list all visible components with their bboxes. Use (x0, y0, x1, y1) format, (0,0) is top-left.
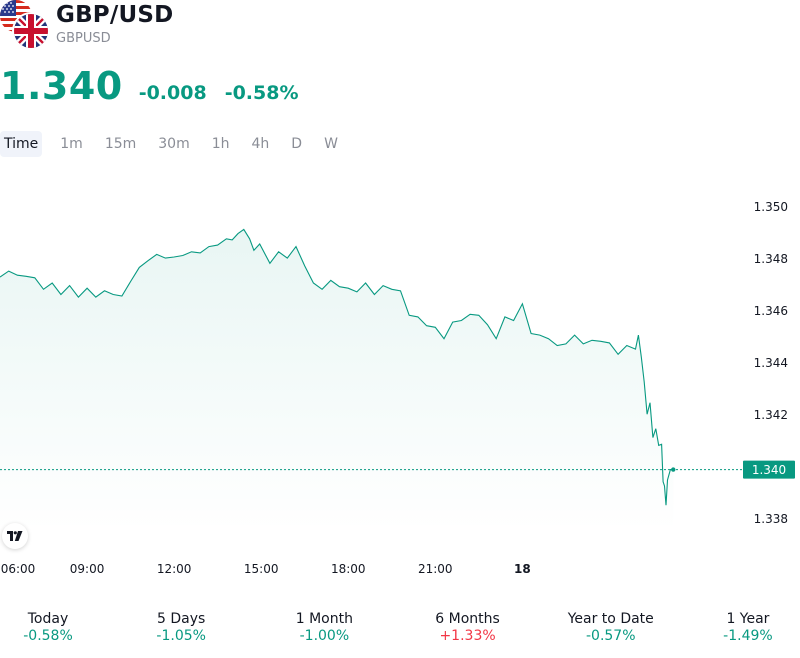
perf-label: 1 Month (295, 611, 353, 627)
timeframe-30m[interactable]: 30m (158, 136, 190, 152)
uk-flag-icon (14, 14, 48, 48)
timeframe-w[interactable]: W (324, 136, 338, 152)
price-area-fill (0, 229, 674, 532)
y-tick-label: 1.342 (754, 408, 788, 422)
x-tick-label: 12:00 (156, 562, 192, 576)
y-tick-label: 1.350 (754, 200, 788, 214)
last-price-label: 1.340 (743, 460, 795, 479)
x-tick-label: 15:00 (243, 562, 279, 576)
x-tick-label: 09:00 (69, 562, 105, 576)
perf-label: Year to Date (567, 611, 654, 627)
y-tick-label: 1.348 (754, 252, 788, 266)
price-change-percent: -0.58% (224, 82, 299, 104)
perf-1-month[interactable]: 1 Month -1.00% (266, 611, 382, 644)
last-price: 1.340 (0, 64, 123, 108)
timeframe-15m[interactable]: 15m (104, 136, 137, 152)
y-tick-label: 1.338 (754, 512, 788, 526)
perf-value: -1.05% (156, 628, 206, 644)
symbol-title: GBP/USD (56, 2, 174, 28)
price-line (0, 228, 674, 506)
perf-value: +1.33% (439, 628, 496, 644)
timeframe-time[interactable]: Time (0, 131, 43, 157)
perf-5-days[interactable]: 5 Days -1.05% (123, 611, 239, 644)
x-tick-label: 18 (513, 562, 531, 576)
timeframe-selector: Time 1m 15m 30m 1h 4h D W (0, 131, 356, 157)
perf-value: -1.49% (723, 628, 773, 644)
performance-bar: Today -0.58% 5 Days -1.05% 1 Month -1.00… (0, 611, 800, 644)
currency-flags (0, 0, 50, 50)
timeframe-d[interactable]: D (291, 136, 303, 152)
last-price-dot (671, 467, 676, 472)
perf-label: 5 Days (157, 611, 206, 627)
quote-row: 1.340 -0.008 -0.58% (0, 64, 299, 108)
perf-value: -0.57% (585, 628, 636, 644)
perf-6-months[interactable]: 6 Months +1.33% (410, 611, 526, 644)
x-tick-label: 06:00 (0, 562, 36, 576)
perf-label: Today (27, 611, 69, 627)
timeframe-4h[interactable]: 4h (251, 136, 270, 152)
x-tick-label: 21:00 (417, 562, 453, 576)
timeframe-1m[interactable]: 1m (60, 136, 83, 152)
tradingview-logo-icon[interactable] (2, 523, 28, 549)
timeframe-1h[interactable]: 1h (211, 136, 230, 152)
perf-today[interactable]: Today -0.58% (0, 611, 96, 644)
perf-label: 6 Months (435, 611, 500, 627)
x-tick-label: 18:00 (330, 562, 366, 576)
y-tick-label: 1.346 (754, 304, 788, 318)
perf-1-year[interactable]: 1 Year -1.49% (696, 611, 800, 644)
perf-label: 1 Year (726, 611, 770, 627)
perf-year-to-date[interactable]: Year to Date -0.57% (553, 611, 669, 644)
price-change: -0.008 (138, 82, 207, 104)
perf-value: -1.00% (299, 628, 350, 644)
x-axis: 06:00 09:00 12:00 15:00 18:00 21:00 18 (0, 562, 800, 580)
symbol-ticker: GBPUSD (56, 31, 111, 46)
y-tick-label: 1.344 (754, 356, 788, 370)
last-price-label-text: 1.340 (752, 463, 786, 477)
perf-value: -0.58% (23, 628, 73, 644)
